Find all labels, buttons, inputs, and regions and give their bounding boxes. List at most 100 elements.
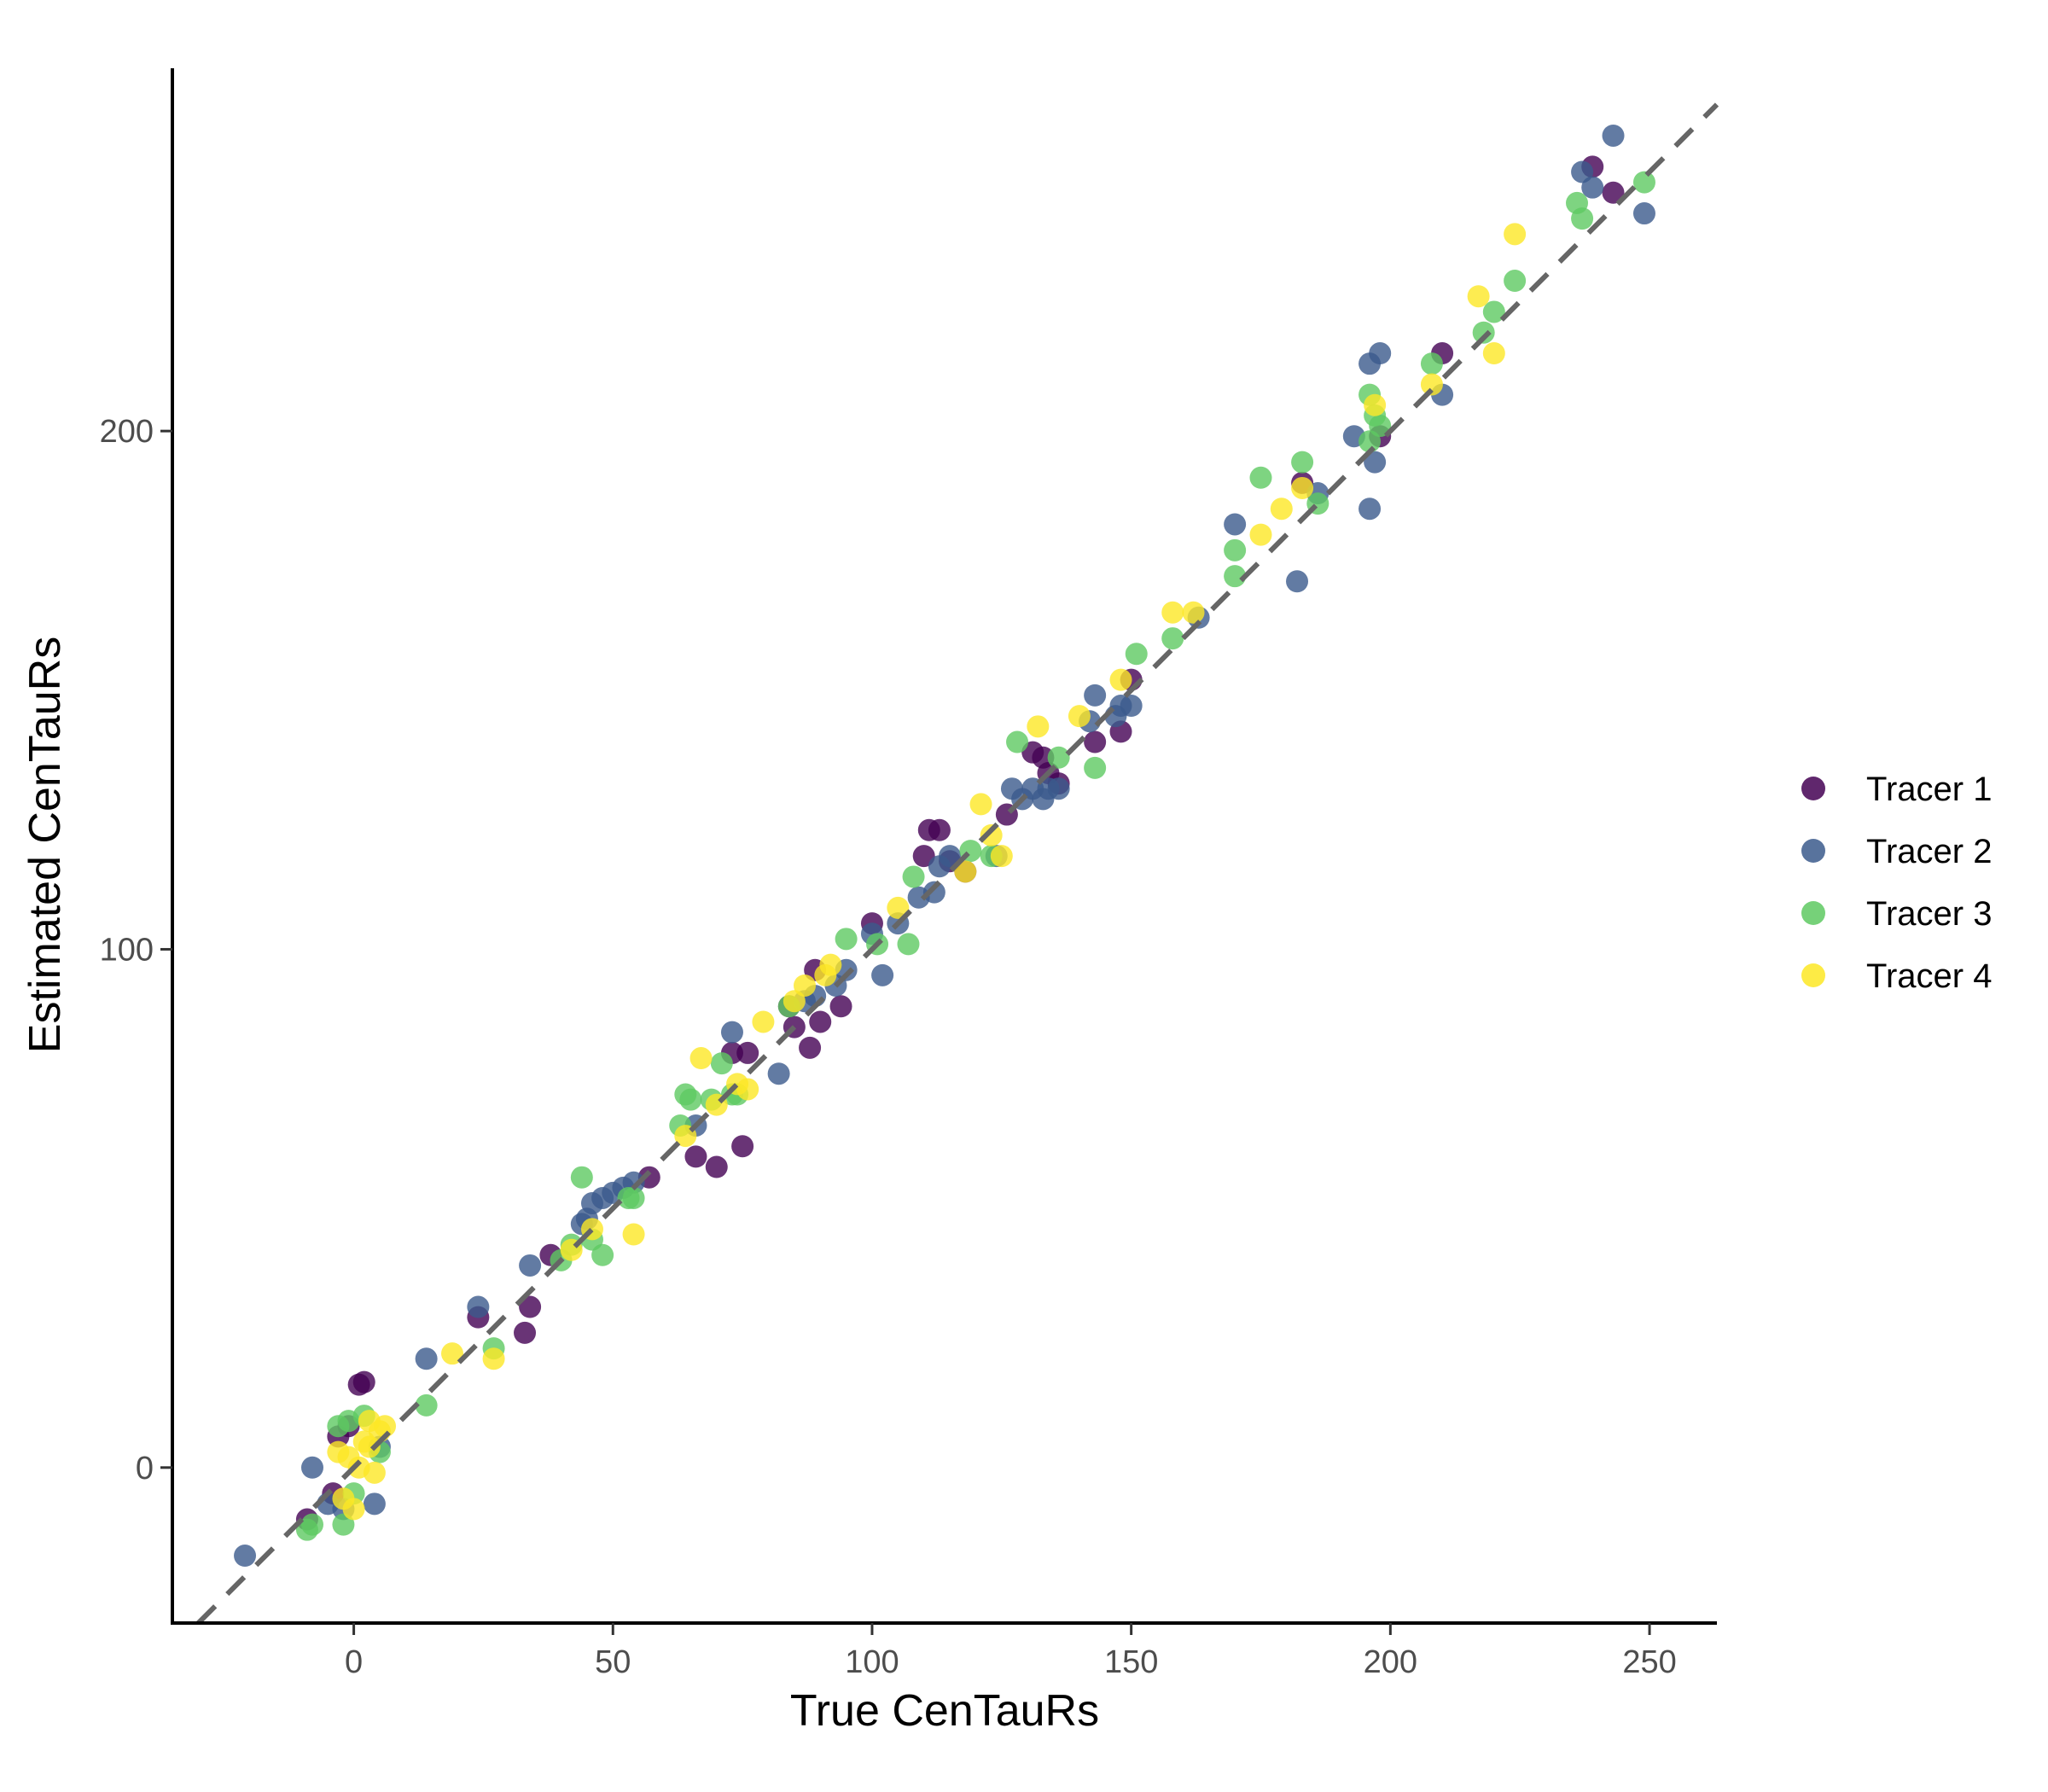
data-point — [1224, 538, 1247, 561]
data-point — [1006, 730, 1029, 753]
data-point — [794, 974, 817, 997]
data-point — [1291, 476, 1314, 499]
x-tick-label: 250 — [1622, 1644, 1676, 1680]
data-point — [374, 1415, 397, 1438]
data-point — [731, 1135, 754, 1158]
data-point — [342, 1498, 365, 1521]
data-point — [1109, 668, 1132, 691]
data-point — [1359, 430, 1382, 453]
legend-item-tracer-3: Tracer 3 — [1801, 895, 1992, 933]
data-point — [1068, 705, 1091, 728]
data-point — [710, 1052, 733, 1075]
data-point — [1602, 181, 1625, 204]
data-point — [570, 1166, 593, 1189]
data-point — [1027, 715, 1050, 738]
data-point — [467, 1295, 490, 1318]
data-point — [1420, 352, 1443, 375]
data-point — [332, 1513, 355, 1536]
data-point — [689, 1047, 713, 1070]
data-point — [1420, 373, 1443, 396]
data-point — [363, 1461, 386, 1484]
data-point — [887, 896, 910, 919]
data-point — [1504, 270, 1527, 293]
legend-item-tracer-4: Tracer 4 — [1801, 957, 1992, 995]
identity-reference-line — [196, 102, 1719, 1626]
data-point — [1482, 342, 1505, 365]
data-point — [519, 1254, 542, 1277]
data-point — [363, 1492, 386, 1516]
x-axis-ticks: 0 50 100 150 200 250 — [345, 1623, 1677, 1680]
data-point — [809, 1010, 832, 1033]
data-point — [705, 1155, 728, 1178]
y-axis-ticks: 0 100 200 — [100, 414, 172, 1487]
data-point — [1369, 342, 1392, 365]
data-point — [1084, 730, 1107, 753]
legend-label: Tracer 4 — [1866, 957, 1992, 995]
legend-item-tracer-2: Tracer 2 — [1801, 833, 1992, 870]
data-point — [799, 1036, 822, 1059]
data-point — [736, 1041, 759, 1064]
data-point — [1482, 300, 1505, 323]
data-point — [300, 1456, 323, 1479]
data-point — [969, 793, 992, 816]
data-point — [514, 1321, 537, 1344]
data-point — [591, 1243, 614, 1266]
legend-key — [1801, 777, 1825, 800]
series-tracer-3 — [295, 171, 1655, 1541]
data-point — [902, 865, 925, 888]
data-point — [1581, 176, 1604, 199]
y-tick-label: 100 — [100, 932, 154, 968]
data-point — [1084, 756, 1107, 779]
x-tick-label: 0 — [345, 1644, 363, 1680]
data-point — [1571, 207, 1594, 230]
legend-key — [1801, 839, 1825, 863]
legend-key — [1801, 963, 1825, 987]
data-point — [1472, 321, 1495, 344]
data-point — [1125, 643, 1148, 666]
data-point — [1369, 415, 1392, 438]
data-point — [415, 1393, 438, 1417]
data-point — [352, 1370, 375, 1393]
data-point — [783, 990, 806, 1013]
data-point — [1571, 160, 1594, 183]
data-point — [922, 881, 945, 904]
data-point — [939, 845, 962, 868]
data-point — [482, 1347, 505, 1370]
data-point — [684, 1145, 707, 1168]
legend-label: Tracer 3 — [1866, 895, 1992, 933]
data-point — [1224, 565, 1247, 588]
data-point — [1249, 523, 1272, 546]
data-point — [1504, 223, 1527, 246]
data-point — [912, 845, 935, 868]
data-point — [622, 1186, 645, 1209]
data-point — [415, 1347, 438, 1370]
data-point — [1632, 171, 1655, 194]
data-point — [358, 1435, 381, 1458]
data-point — [954, 860, 977, 883]
data-point — [990, 845, 1013, 868]
y-tick-label: 200 — [100, 414, 154, 450]
data-point — [440, 1342, 463, 1365]
legend-item-tracer-1: Tracer 1 — [1801, 771, 1992, 808]
x-tick-label: 200 — [1364, 1644, 1417, 1680]
x-axis-label: True CenTauRs — [790, 1686, 1099, 1736]
legend-label: Tracer 2 — [1866, 833, 1992, 870]
y-tick-label: 0 — [136, 1451, 154, 1487]
data-point — [736, 1078, 759, 1101]
data-point — [1270, 497, 1293, 521]
data-point — [1047, 777, 1070, 800]
legend-label: Tracer 1 — [1866, 771, 1992, 808]
data-point — [720, 1021, 743, 1044]
data-point — [819, 953, 842, 976]
data-point — [1632, 202, 1655, 225]
data-point — [1364, 393, 1387, 416]
data-point — [871, 963, 894, 986]
legend-key — [1801, 901, 1825, 925]
x-tick-label: 150 — [1104, 1644, 1158, 1680]
x-tick-label: 100 — [845, 1644, 899, 1680]
data-point — [829, 995, 852, 1018]
series-tracer-4 — [327, 223, 1527, 1521]
data-point — [1182, 601, 1205, 624]
data-point — [679, 1088, 702, 1111]
data-point — [928, 818, 951, 841]
